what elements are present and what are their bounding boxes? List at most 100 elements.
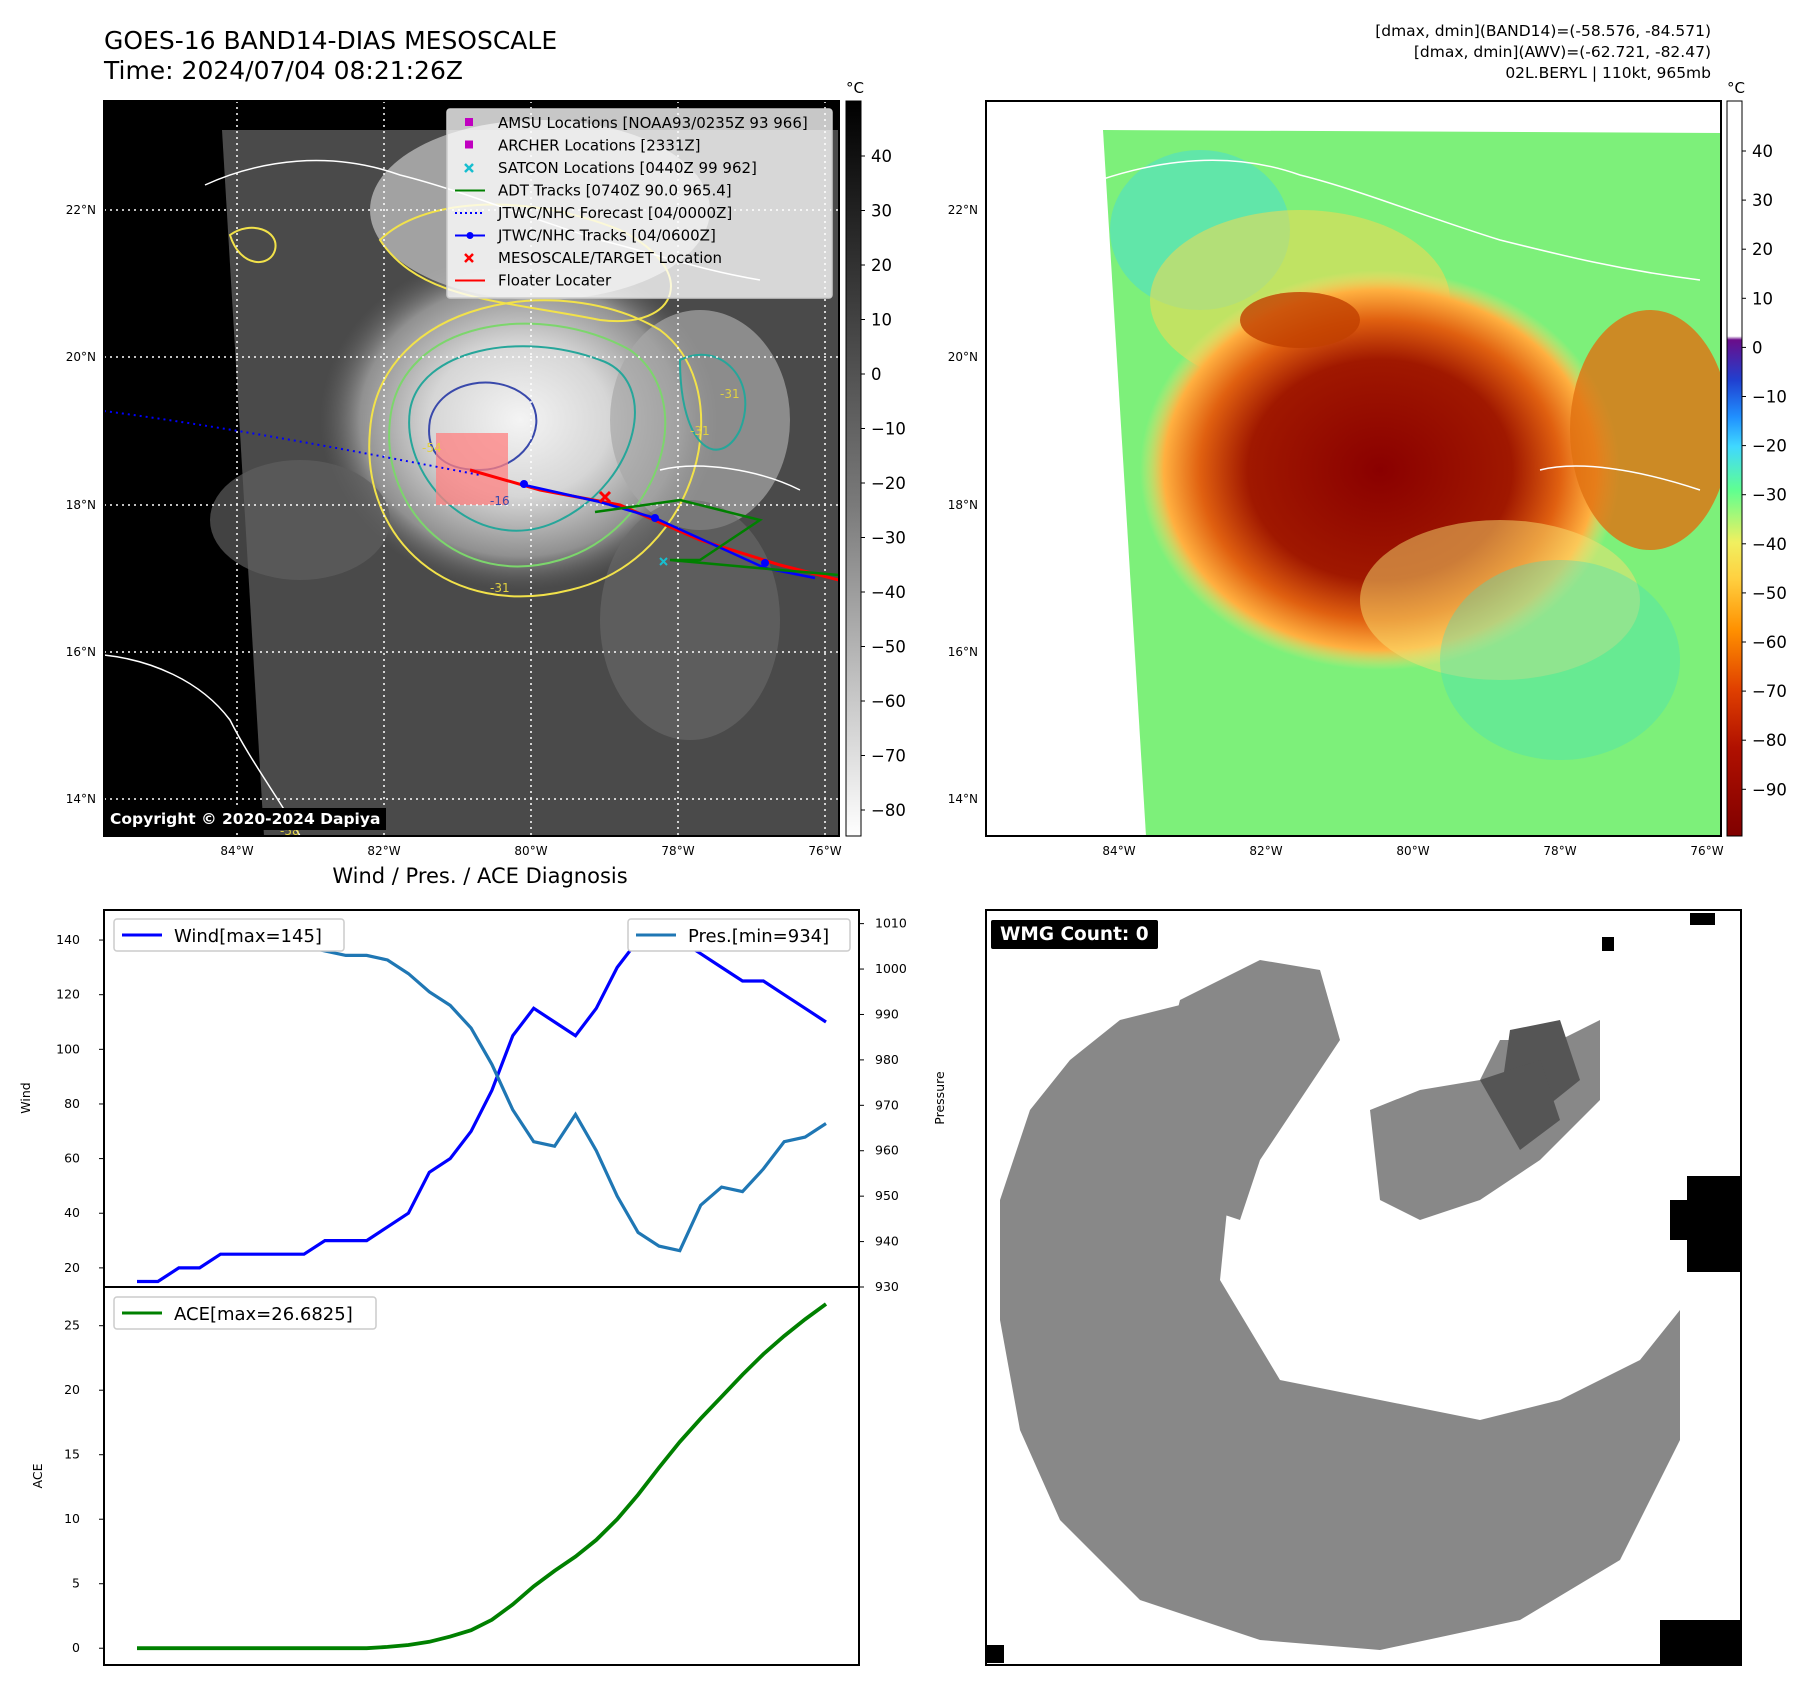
lat-tick-label: 16°N	[948, 645, 978, 659]
color-map-frame	[985, 100, 1722, 837]
pressure-tick-label: 1010	[875, 916, 907, 931]
colorbar-tick-label: −60	[1752, 633, 1787, 652]
map1-lon-labels: 84°W 82°W 80°W 78°W 76°W	[220, 844, 841, 858]
ace-tick-label: 25	[64, 1318, 80, 1333]
pressure-tick-label: 1000	[875, 961, 907, 976]
stats-band14: [dmax, dmin](BAND14)=(-58.576, -84.571)	[1375, 22, 1711, 40]
lat-tick-label: 16°N	[66, 645, 96, 659]
legend-entry: Floater Locater	[455, 272, 612, 290]
wmg-panel	[986, 910, 1741, 1665]
stats-storm: 02L.BERYL | 110kt, 965mb	[1505, 64, 1711, 82]
chart-title: GOES-16 BAND14-DIAS MESOSCALE	[104, 26, 558, 55]
pres-legend-label: Pres.[min=934]	[688, 926, 829, 947]
ir-map-frame	[103, 100, 840, 837]
gray-colorbar	[845, 100, 862, 837]
legend-label: JTWC/NHC Tracks [04/0600Z]	[497, 227, 716, 245]
colorbar-tick-label: −80	[1752, 731, 1787, 750]
pressure-axis-label: Pressure	[932, 1071, 947, 1125]
color-map-panel	[986, 101, 1721, 836]
pressure-tick-label: 950	[875, 1188, 899, 1203]
map1-lat-labels: 22°N 20°N 18°N 16°N 14°N	[66, 203, 96, 806]
legend-label: ADT Tracks [0740Z 90.0 965.4]	[498, 182, 732, 200]
map2-lon-labels: 84°W 82°W 80°W 78°W 76°W	[1102, 844, 1723, 858]
colorbar-tick-label: 40	[871, 147, 892, 166]
pressure-tick-label: 960	[875, 1143, 899, 1158]
ace-frame	[103, 1286, 860, 1666]
lon-tick-label: 82°W	[1249, 844, 1282, 858]
stats-awv: [dmax, dmin](AWV)=(-62.721, -82.47)	[1413, 43, 1711, 61]
lon-tick-label: 82°W	[367, 844, 400, 858]
colorbar-tick-label: 0	[871, 365, 882, 384]
colorbar-unit-1: °C	[846, 79, 864, 97]
colorbar-tick-label: 40	[1752, 142, 1773, 161]
lon-tick-label: 80°W	[514, 844, 547, 858]
pressure-tick-label: 940	[875, 1234, 899, 1249]
lon-tick-label: 76°W	[1690, 844, 1723, 858]
wind-tick-label: 40	[64, 1205, 80, 1220]
pres-legend: Pres.[min=934]	[627, 918, 851, 952]
pressure-series-line	[137, 926, 827, 1253]
legend-square-marker	[465, 140, 473, 149]
wind-pres-chart: 20 40 60 80 100 120 140 930 940 950 960 970 980 990 10…	[56, 916, 907, 1294]
wmg-count-badge: WMG Count: 0	[991, 920, 1158, 949]
diagnosis-title: Wind / Pres. / ACE Diagnosis	[332, 864, 628, 888]
legend-label: Floater Locater	[498, 272, 612, 290]
copyright-badge: Copyright © 2020-2024 Dapiya	[104, 808, 387, 830]
legend-entry: ARCHER Locations [2331Z]	[465, 137, 701, 155]
ace-tick-label: 10	[64, 1511, 80, 1526]
ace-tick-label: 0	[72, 1640, 80, 1655]
legend-x-marker	[464, 163, 474, 173]
colorbar-tick-label: 20	[1752, 240, 1773, 259]
lon-tick-label: 78°W	[661, 844, 694, 858]
legend-x-marker	[464, 253, 474, 263]
colorbar-tick-label: −10	[1752, 388, 1787, 407]
colorbar-tick-label: −60	[871, 692, 906, 711]
lon-tick-label: 78°W	[1543, 844, 1576, 858]
chart-time: Time: 2024/07/04 08:21:26Z	[104, 56, 463, 85]
wind-tick-label: 100	[56, 1041, 80, 1056]
contour-labels: -16-31-31-31-54-58	[280, 387, 740, 838]
wind-tick-label: 80	[64, 1096, 80, 1111]
legend-label: AMSU Locations [NOAA93/0235Z 93 966]	[498, 114, 808, 132]
contour-label: -31	[720, 387, 740, 401]
lat-tick-label: 14°N	[948, 792, 978, 806]
lon-tick-label: 84°W	[1102, 844, 1135, 858]
lat-tick-label: 20°N	[66, 350, 96, 364]
wind-legend-label: Wind[max=145]	[174, 926, 322, 947]
wind-axis-label: Wind	[18, 1082, 33, 1113]
ace-series-line	[137, 1302, 828, 1651]
colorbar-tick-label: 30	[1752, 191, 1773, 210]
wind-tick-label: 120	[56, 987, 80, 1002]
legend-entry: SATCON Locations [0440Z 99 962]	[464, 159, 757, 177]
pressure-tick-label: 990	[875, 1006, 899, 1021]
pressure-tick-label: 970	[875, 1097, 899, 1112]
colorbar-tick-label: 20	[871, 256, 892, 275]
colorbar-tick-label: −70	[1752, 682, 1787, 701]
contour-label: -16	[490, 494, 510, 508]
ace-tick-label: 15	[64, 1447, 80, 1462]
ace-chart: 0 5 10 15 20 25	[64, 1302, 828, 1655]
legend-dot-marker	[466, 232, 474, 239]
colorbar-tick-label: −70	[871, 747, 906, 766]
lat-tick-label: 22°N	[66, 203, 96, 217]
legend-entry: JTWC/NHC Forecast [04/0000Z]	[455, 204, 732, 222]
contour-label: -31	[690, 424, 710, 438]
lat-tick-label: 20°N	[948, 350, 978, 364]
ace-legend: ACE[max=26.6825]	[113, 1296, 377, 1330]
colorbar-tick-label: 10	[871, 311, 892, 330]
colorbar-tick-label: −80	[871, 801, 906, 820]
lon-tick-label: 76°W	[808, 844, 841, 858]
wind-tick-label: 20	[64, 1260, 80, 1275]
legend-square-marker	[465, 118, 473, 126]
colorbar-tick-label: −20	[1752, 437, 1787, 456]
colorbar-tick-label: −20	[871, 474, 906, 493]
color-colorbar-ticks: 40 30 20 10 0 −10 −20 −30 −40 −50 −60 −70 −80 −90	[1742, 142, 1787, 799]
gray-colorbar-ticks: 40 30 20 10 0 −10 −20 −30 −40 −50 −60 −70 −80	[861, 147, 906, 820]
wind-pres-frame	[103, 909, 860, 1288]
wind-tick-label: 140	[56, 932, 80, 947]
map2-lat-labels: 22°N 20°N 18°N 16°N 14°N	[948, 203, 978, 806]
legend-entry: JTWC/NHC Tracks [04/0600Z]	[455, 227, 716, 245]
legend-label: ARCHER Locations [2331Z]	[498, 137, 701, 155]
colorbar-tick-label: −10	[871, 420, 906, 439]
